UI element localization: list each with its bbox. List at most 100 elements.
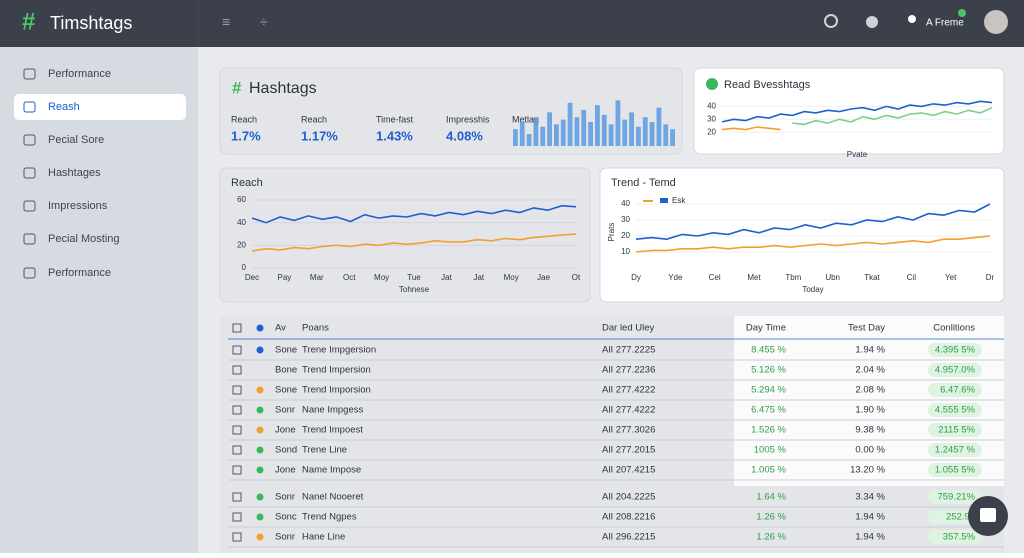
- x-tick-label: Met: [747, 273, 761, 282]
- checkbox[interactable]: [232, 445, 242, 455]
- nav-icon: [23, 267, 36, 279]
- cell: Bone: [275, 365, 297, 376]
- checkbox[interactable]: [232, 492, 242, 502]
- checkbox[interactable]: [232, 385, 242, 395]
- brand: Timshtags: [50, 13, 132, 33]
- bar: [642, 117, 648, 146]
- checkbox[interactable]: [232, 425, 242, 435]
- series-line: [792, 106, 993, 126]
- avatar[interactable]: [984, 10, 1008, 34]
- x-axis-label: Tohnese: [399, 285, 430, 294]
- nav-icon[interactable]: ÷: [260, 14, 268, 30]
- y-tick-label: 40: [707, 102, 716, 111]
- column-header: Dar led Uley: [602, 323, 655, 334]
- user-icon[interactable]: [908, 15, 916, 23]
- bar: [588, 122, 593, 146]
- nav-item[interactable]: Performance: [48, 267, 111, 279]
- x-tick-label: Oct: [343, 273, 356, 282]
- card-title: Read Bvesshtags: [724, 79, 811, 91]
- cell: Trend Imporsion: [302, 385, 371, 396]
- cell: 1.90 %: [855, 405, 885, 416]
- column-header: Conlitions: [933, 323, 975, 334]
- x-tick-label: Moy: [504, 273, 519, 282]
- cell: Sonr: [275, 405, 295, 416]
- series-line: [635, 203, 991, 241]
- x-tick-label: Cil: [907, 273, 917, 282]
- cell: 6.47.6%: [940, 385, 975, 396]
- column-header: Test Day: [848, 323, 885, 334]
- cell: 5.294 %: [751, 385, 786, 396]
- status-dot: [256, 533, 264, 541]
- metric-label: Time-fast: [376, 114, 414, 124]
- dot: [256, 324, 264, 332]
- checkbox[interactable]: [232, 365, 242, 375]
- cell: 6.475 %: [751, 405, 786, 416]
- settings-icon[interactable]: [866, 16, 878, 28]
- hashtags-card: [219, 67, 683, 155]
- checkbox[interactable]: [232, 532, 242, 542]
- bar: [622, 119, 628, 146]
- status-pill: [928, 463, 982, 477]
- menu-icon[interactable]: ≡: [222, 14, 230, 30]
- checkbox[interactable]: [232, 405, 242, 415]
- cell: Trend Impersion: [302, 365, 371, 376]
- metric-value: 1.43%: [376, 128, 413, 143]
- nav-item[interactable]: Hashtages: [48, 167, 101, 179]
- user-name[interactable]: A Freme: [926, 18, 964, 29]
- cell: 1.26 %: [756, 512, 786, 523]
- nav-icon: [23, 134, 36, 146]
- cell: AlI 277.4222: [602, 405, 655, 416]
- cell: 0.00 %: [855, 445, 885, 456]
- cell: 4.555 5%: [935, 405, 976, 416]
- cell: AlI 277.4222: [602, 385, 655, 396]
- status-pill: [928, 423, 982, 437]
- cell: Sond: [275, 445, 297, 456]
- nav-item[interactable]: Pecial Mosting: [48, 233, 120, 245]
- cell: AlI 277.2015: [602, 445, 655, 456]
- x-tick-label: Ubn: [825, 273, 840, 282]
- cell: AlI 277.3026: [602, 425, 655, 436]
- nav-item[interactable]: Impressions: [48, 200, 108, 212]
- bar: [547, 112, 552, 146]
- x-axis-label: Pvate: [847, 150, 868, 159]
- bar: [670, 129, 675, 146]
- cell: Trend Ngpes: [302, 512, 357, 523]
- metric-label: Impresshis: [446, 114, 490, 124]
- active-item[interactable]: [14, 94, 186, 120]
- card-title: Hashtags: [249, 80, 317, 97]
- nav-item[interactable]: Reash: [48, 101, 80, 113]
- status-dot: [256, 386, 264, 394]
- trend-card: [599, 167, 1005, 303]
- status-pill: [928, 403, 982, 417]
- checkbox[interactable]: [232, 345, 242, 355]
- status-pill: [928, 343, 982, 357]
- card-title: Reach: [231, 177, 263, 189]
- card-title: Trend - Temd: [611, 177, 676, 189]
- nav-icon: [23, 233, 36, 245]
- column-header: Poans: [302, 323, 329, 334]
- cell: 2.08 %: [855, 385, 885, 396]
- status-dot: [256, 513, 264, 521]
- checkbox[interactable]: [232, 465, 242, 475]
- cell: AlI 207.4215: [602, 465, 655, 476]
- cell: Jone: [275, 465, 296, 476]
- nav-item[interactable]: Performance: [48, 68, 111, 80]
- cell: Nanel Nooeret: [302, 492, 364, 503]
- checkbox[interactable]: [232, 512, 242, 522]
- y-tick-label: 20: [237, 240, 246, 249]
- search-icon[interactable]: [824, 14, 838, 28]
- nav-item[interactable]: Pecial Sore: [48, 134, 104, 146]
- cell: Sonc: [275, 512, 297, 523]
- x-tick-label: Jat: [441, 273, 452, 282]
- status-dot: [256, 493, 264, 501]
- x-tick-label: Tbm: [785, 273, 801, 282]
- checkbox[interactable]: [232, 323, 242, 333]
- sidebar: [0, 0, 198, 553]
- cell: 1.94 %: [855, 345, 885, 356]
- x-tick-label: Tkat: [864, 273, 880, 282]
- x-tick-label: Tue: [407, 273, 421, 282]
- chat-icon[interactable]: [980, 508, 996, 522]
- y-axis-label: Prats: [607, 223, 616, 242]
- cell: Nane Impgess: [302, 405, 364, 416]
